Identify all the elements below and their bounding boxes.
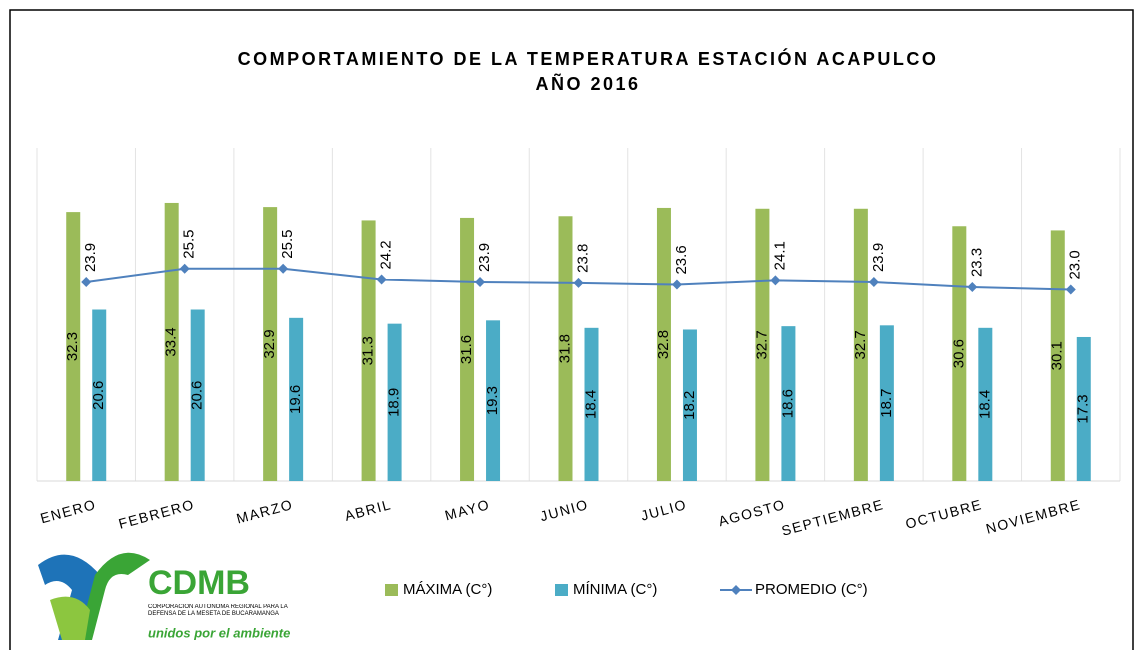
data-label: 25.5 — [181, 230, 198, 259]
marker — [967, 282, 978, 293]
marker — [868, 277, 879, 288]
bar — [486, 320, 501, 481]
data-label: 32.7 — [753, 330, 770, 359]
data-label: 23.8 — [574, 244, 591, 273]
data-label: 25.5 — [279, 230, 296, 259]
logo-shape — [50, 596, 90, 640]
data-label: 23.9 — [82, 243, 99, 272]
bar — [460, 217, 475, 481]
marker — [770, 275, 781, 286]
data-label: 32.9 — [261, 329, 278, 358]
data-label: 20.6 — [90, 381, 107, 410]
logo: CDMB CORPORACIÓN AUTÓNOMA REGIONAL PARA … — [38, 552, 290, 640]
bar — [263, 207, 278, 482]
logo-shape — [78, 552, 150, 640]
bar — [66, 212, 81, 482]
x-tick-label: AGOSTO — [717, 496, 787, 529]
data-label: 31.8 — [556, 334, 573, 363]
chart-subtitle: AÑO 2016 — [535, 73, 640, 94]
bar — [781, 326, 796, 481]
bar — [1050, 230, 1065, 481]
bar — [289, 317, 304, 481]
marker — [376, 274, 387, 285]
data-label: 17.3 — [1075, 394, 1092, 423]
data-label: 18.9 — [386, 388, 403, 417]
data-label: 18.6 — [779, 389, 796, 418]
x-tick-label: FEBRERO — [117, 496, 197, 532]
data-label: 33.4 — [163, 327, 180, 356]
marker — [278, 263, 289, 274]
data-label: 18.4 — [582, 390, 599, 419]
data-label: 23.6 — [673, 245, 690, 274]
data-label: 18.4 — [976, 390, 993, 419]
marker — [573, 277, 584, 288]
data-label: 32.3 — [64, 332, 81, 361]
x-tick-label: SEPTIEMBRE — [780, 496, 886, 539]
data-label: 19.3 — [484, 386, 501, 415]
x-tick-label: NOVIEMBRE — [984, 496, 1082, 537]
legend-label: MÍNIMA (C°) — [573, 581, 657, 598]
bar — [190, 309, 205, 481]
bar — [682, 329, 697, 481]
logo-text: CORPORACIÓN AUTÓNOMA REGIONAL PARA LA DE… — [148, 604, 288, 617]
bar — [361, 220, 376, 482]
data-label: 24.1 — [771, 241, 788, 270]
bar — [164, 202, 179, 481]
legend-label: PROMEDIO (C°) — [755, 581, 868, 598]
x-tick-label: JULIO — [639, 496, 689, 524]
chart-title: COMPORTAMIENTO DE LA TEMPERATURA ESTACIÓ… — [238, 48, 939, 69]
bar — [978, 327, 993, 481]
bar — [92, 309, 107, 481]
x-tick-label: OCTUBRE — [904, 496, 984, 532]
frame — [9, 9, 1134, 650]
bar — [1076, 336, 1091, 481]
bar — [387, 323, 402, 481]
data-label: 32.8 — [655, 330, 672, 359]
marker — [179, 263, 190, 274]
marker — [671, 279, 682, 290]
data-label: 23.0 — [1067, 250, 1084, 279]
data-label: 30.1 — [1049, 341, 1066, 370]
x-tick-label: ABRIL — [343, 496, 393, 524]
legend-swatch — [555, 584, 568, 596]
legend-marker — [731, 585, 741, 595]
data-label: 31.3 — [360, 336, 377, 365]
marker — [81, 277, 92, 288]
x-tick-label: JUNIO — [538, 496, 590, 524]
logo-slogan: unidos por el ambiente — [148, 625, 290, 640]
data-label: 30.6 — [950, 339, 967, 368]
x-tick-label: ENERO — [38, 496, 97, 526]
legend-swatch — [385, 584, 398, 596]
bar — [853, 208, 868, 481]
logo-name: CDMB — [148, 564, 250, 602]
legend-label: MÁXIMA (C°) — [403, 581, 492, 598]
data-label: 18.7 — [878, 389, 895, 418]
data-label: 23.3 — [968, 248, 985, 277]
bar — [584, 327, 599, 481]
bar — [656, 207, 671, 481]
data-label: 24.2 — [378, 240, 395, 269]
bar — [879, 325, 894, 481]
data-label: 31.6 — [458, 335, 475, 364]
data-label: 32.7 — [852, 330, 869, 359]
x-tick-label: MAYO — [443, 496, 492, 523]
bar — [952, 226, 967, 481]
data-label: 19.6 — [287, 385, 304, 414]
logo-text-box: CORPORACIÓN AUTÓNOMA REGIONAL PARA LA DE… — [148, 604, 288, 617]
marker — [1065, 284, 1076, 295]
marker — [475, 277, 486, 288]
data-label: 18.2 — [681, 391, 698, 420]
data-label: 20.6 — [189, 381, 206, 410]
data-label: 23.9 — [870, 243, 887, 272]
data-label: 23.9 — [476, 243, 493, 272]
x-tick-label: MARZO — [235, 496, 295, 526]
bar — [755, 208, 770, 481]
